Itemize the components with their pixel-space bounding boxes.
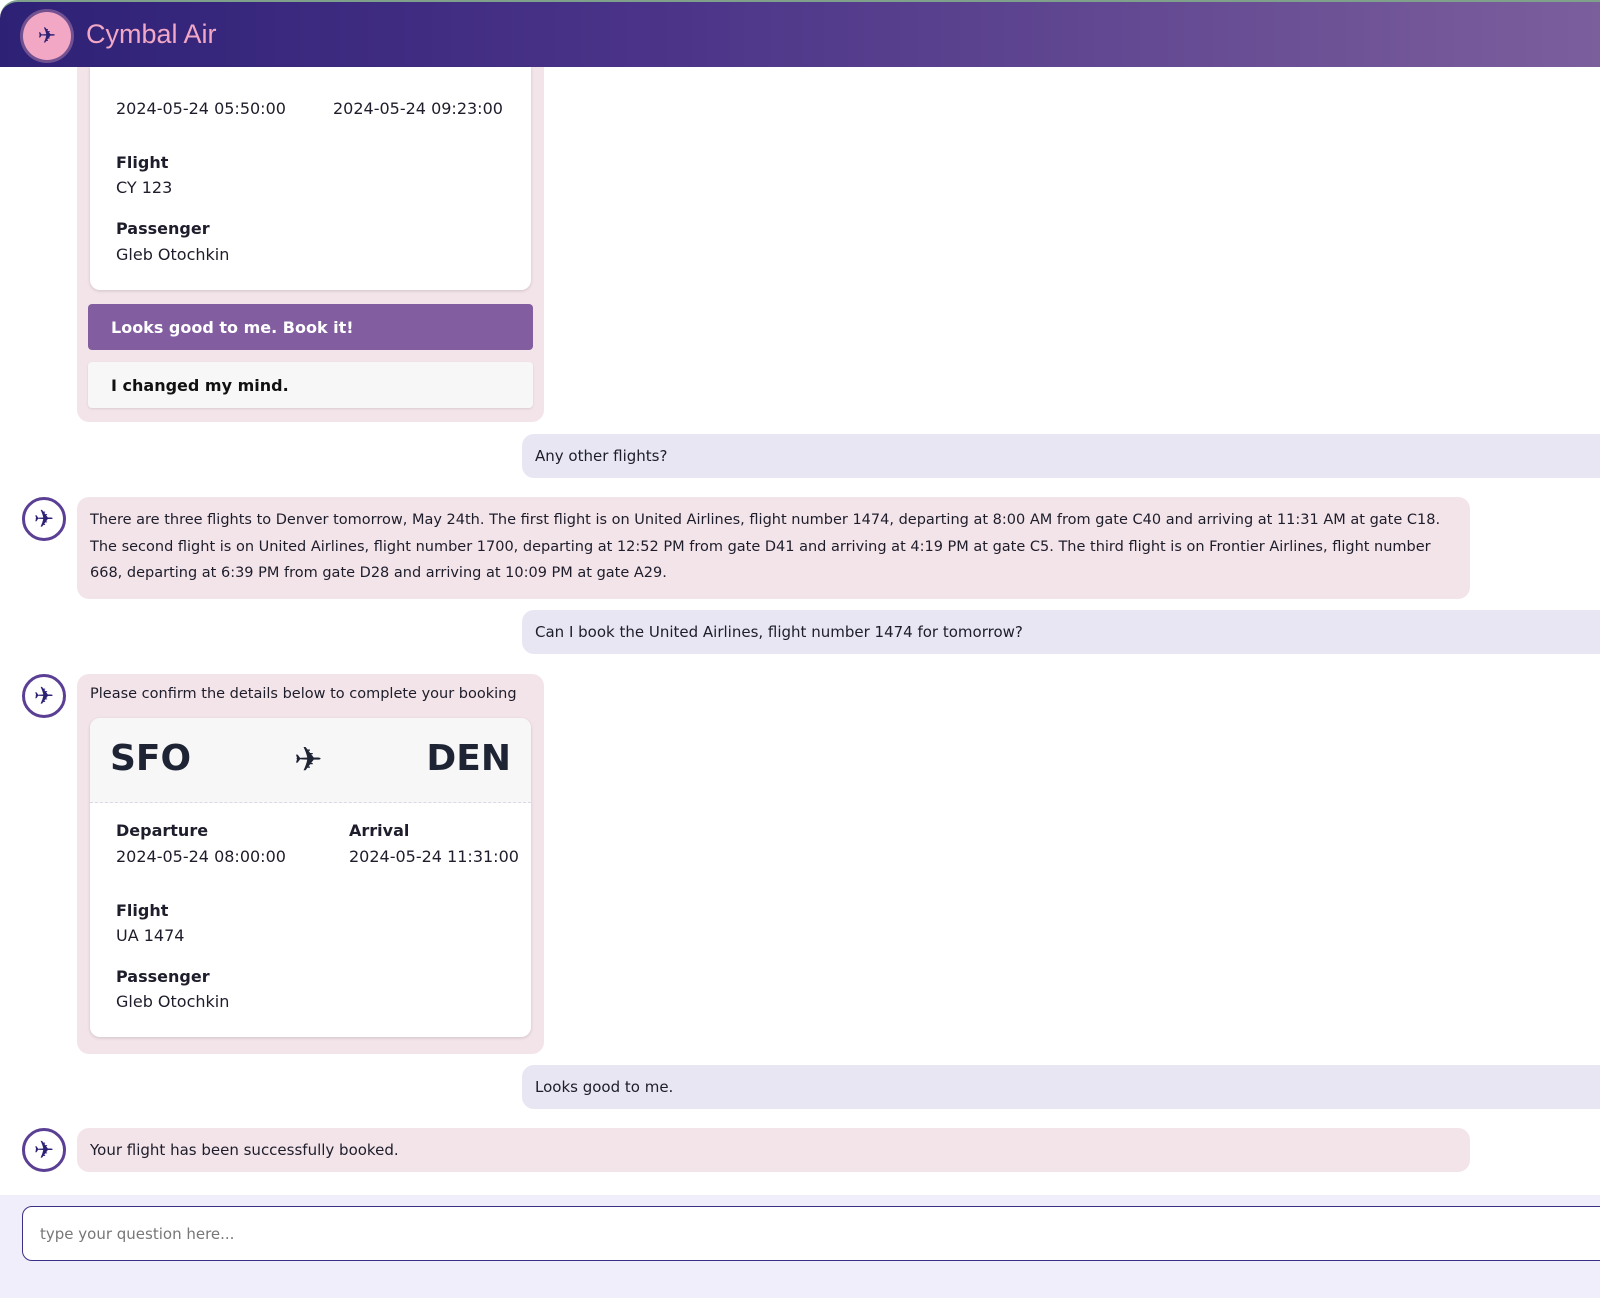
departure-time: 2024-05-24 08:00:00	[116, 847, 286, 866]
flight-card: 2024-05-24 05:50:00 2024-05-24 09:23:00 …	[90, 67, 531, 290]
bot-message-booking-card-2: Please confirm the details below to comp…	[77, 674, 544, 1054]
app-title: Cymbal Air	[86, 19, 217, 49]
route-header: SFO ✈ DEN	[90, 718, 531, 803]
passenger-name: Gleb Otochkin	[116, 245, 230, 264]
destination-code: DEN	[426, 738, 511, 779]
departure-label: Departure	[116, 821, 209, 840]
cancel-booking-button[interactable]: I changed my mind.	[88, 362, 533, 408]
airplane-icon: ✈	[294, 740, 323, 780]
flight-label: Flight	[116, 153, 169, 172]
question-input[interactable]	[22, 1206, 1600, 1261]
app-header: ✈ Cymbal Air	[0, 0, 1600, 67]
user-message: Can I book the United Airlines, flight n…	[522, 610, 1600, 654]
user-message: Any other flights?	[522, 434, 1600, 478]
booking-intro: Please confirm the details below to comp…	[90, 686, 517, 702]
passenger-label: Passenger	[116, 967, 210, 986]
flight-card: SFO ✈ DEN Departure 2024-05-24 08:00:00 …	[90, 718, 531, 1037]
arrival-time: 2024-05-24 09:23:00	[333, 99, 503, 118]
passenger-name: Gleb Otochkin	[116, 992, 230, 1011]
arrival-label: Arrival	[349, 821, 410, 840]
departure-time: 2024-05-24 05:50:00	[116, 99, 286, 118]
input-bar	[0, 1195, 1600, 1298]
confirm-booking-button[interactable]: Looks good to me. Book it!	[88, 304, 533, 350]
flight-number: CY 123	[116, 178, 173, 197]
flight-number: UA 1474	[116, 926, 185, 945]
airplane-icon: ✈	[23, 12, 71, 60]
bot-avatar-airplane-icon: ✈	[22, 497, 66, 541]
bot-avatar-airplane-icon: ✈	[22, 1128, 66, 1172]
flight-label: Flight	[116, 901, 169, 920]
origin-code: SFO	[110, 738, 192, 779]
bot-message: Your flight has been successfully booked…	[77, 1128, 1470, 1172]
bot-message: There are three flights to Denver tomorr…	[77, 497, 1470, 599]
passenger-label: Passenger	[116, 219, 210, 238]
arrival-time: 2024-05-24 11:31:00	[349, 847, 519, 866]
user-message: Looks good to me.	[522, 1065, 1600, 1109]
bot-message-booking-card-1: 2024-05-24 05:50:00 2024-05-24 09:23:00 …	[77, 67, 544, 422]
bot-avatar-airplane-icon: ✈	[22, 674, 66, 718]
